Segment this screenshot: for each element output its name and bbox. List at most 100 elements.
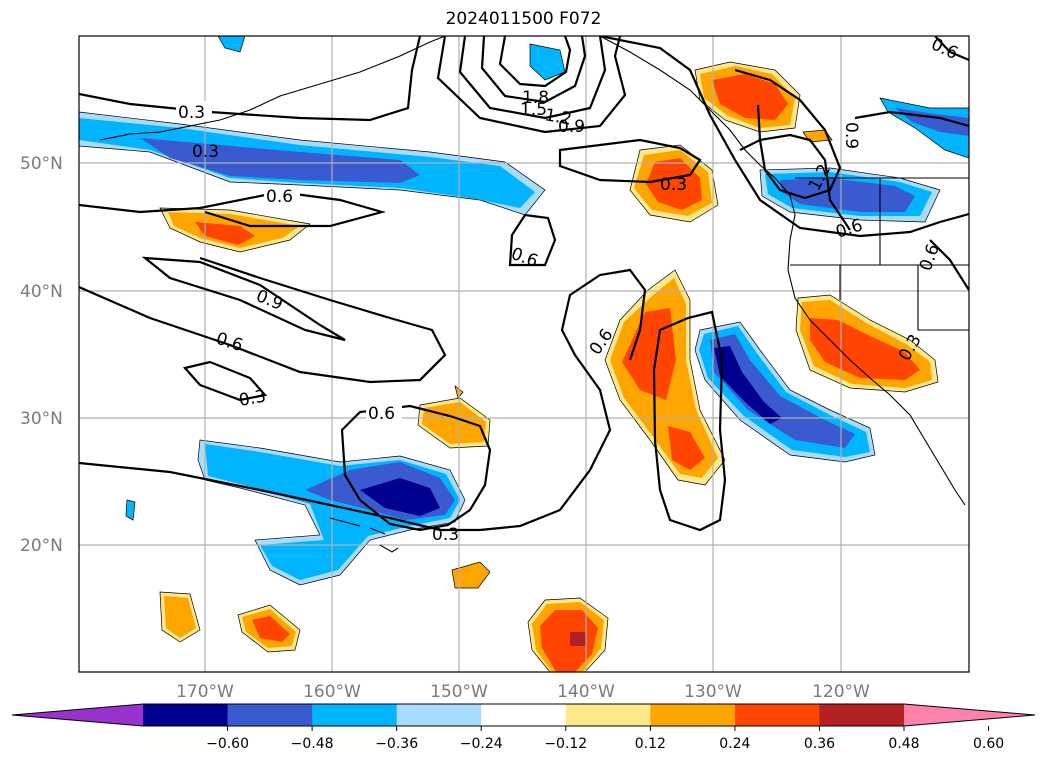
colorbar-tick-label: −0.36 [375, 736, 418, 752]
contour-1.5 [480, 36, 587, 104]
orange-bottom-center-small [451, 561, 491, 589]
colorbar-tick-label: −0.12 [544, 736, 587, 752]
colorbar-tick-label: 0.60 [973, 736, 1004, 752]
blue-near-alaska [529, 43, 566, 81]
contour-0.3-west-small [182, 360, 268, 402]
contour-0.3-subtropics [508, 213, 557, 267]
colorbar-tick-label: −0.60 [206, 736, 249, 752]
colorbar-segment [481, 704, 567, 726]
contour-label: 0.6 [928, 34, 961, 64]
contour-label: 0.9 [253, 286, 286, 315]
red-bottom-center-core [540, 610, 598, 672]
lon-label-130w: 130°W [684, 682, 742, 702]
red-mid-top-core [646, 158, 702, 210]
hawaii-islands [329, 517, 399, 553]
contour-0.9-east [739, 133, 851, 231]
colorbar-extend-high [904, 704, 1035, 726]
contour-label: 0.6 [266, 187, 293, 207]
colorbar-tick-label: −0.24 [460, 736, 503, 752]
contour-label: 0.3 [237, 387, 267, 411]
red-bottom-small-core [252, 616, 290, 642]
colorbar-segment [227, 704, 313, 726]
contour-label: 0.6 [368, 404, 395, 424]
contour-label: 0.6 [213, 329, 245, 356]
blue-subtropical-core [360, 478, 440, 516]
red-central-band-south [668, 426, 705, 470]
contours [79, 36, 969, 532]
contour-0.6-west [79, 256, 447, 384]
blue-diagonal-band-core [714, 346, 782, 424]
contour-0.6-vertical [652, 310, 727, 532]
contour-label: 0.3 [660, 175, 687, 195]
contour-0.6-ne [934, 36, 969, 62]
colorbar-tick-label: 0.36 [804, 736, 835, 752]
lat-label-50n: 50°N [20, 154, 63, 174]
contour-1.8 [498, 36, 572, 88]
colorbar-tick-label: 0.24 [719, 736, 750, 752]
contour-label: 0.3 [432, 525, 459, 545]
lat-label-40n: 40°N [20, 282, 63, 302]
red-gulf-alaska-core [712, 74, 788, 120]
lon-label-170w: 170°W [176, 682, 234, 702]
contour-0.3-mid [79, 190, 387, 228]
lon-label-120w: 120°W [812, 682, 870, 702]
colorbar-extend-low [12, 704, 143, 726]
colorbar-outline [11, 703, 1036, 727]
blue-diagonal-band-mid [710, 334, 855, 448]
shading [79, 36, 969, 672]
lat-label-20n: 20°N [20, 536, 63, 556]
red-central-band-core [622, 308, 676, 400]
contour-label: 0.3 [192, 142, 219, 162]
blue-band-core [140, 138, 420, 183]
colorbar-segment [565, 704, 651, 726]
lon-label-160w: 160°W [303, 682, 361, 702]
contour-label: 0.6 [508, 244, 540, 272]
contour-label: 1.2 [543, 105, 573, 129]
red-left-center [195, 222, 255, 245]
contour-0.3-nw-coast [599, 36, 969, 238]
contour-1.2-nw [734, 68, 842, 200]
us-state-borders [790, 178, 969, 331]
colorbar-segment [819, 704, 905, 726]
map-frame [78, 35, 970, 673]
colorbar-segment [312, 704, 398, 726]
contour-0.9-west [141, 256, 346, 342]
contour-label: 1.5 [520, 100, 547, 120]
lon-label-140w: 140°W [557, 682, 615, 702]
lon-label-150w: 150°W [430, 682, 488, 702]
colorbar-tick-label: −0.48 [291, 736, 334, 752]
darkred-bottom-center [570, 632, 586, 646]
contour-0.6-east [854, 110, 969, 128]
blue-top-small [217, 36, 246, 53]
map-title: 2024011500 F072 [445, 9, 602, 29]
colorbar-segment [396, 704, 482, 726]
contour-0.3-southwest [79, 268, 647, 532]
red-california-core [810, 318, 920, 380]
contour-0.6-east-coast [929, 239, 969, 291]
colorbar-tick-label: 0.48 [888, 736, 919, 752]
contour-label: 0.3 [178, 103, 205, 123]
contour-label: 0.9 [841, 122, 861, 149]
colorbar-segment [734, 704, 820, 726]
bc-coast [774, 177, 966, 506]
map-area: 0.3 0.3 0.6 0.9 0.6 0.3 0.6 0.6 1.8 1.5 … [79, 34, 969, 672]
orange-near-150w-inner [422, 402, 486, 444]
coastlines [99, 36, 969, 553]
blue-hawaii-spot [125, 499, 136, 521]
graticule [79, 36, 969, 672]
contour-0.3-north [79, 36, 422, 122]
colorbar-segment [143, 704, 229, 726]
contour-label: 0.6 [916, 241, 944, 273]
orange-bottom-left-inner [164, 596, 196, 638]
colorbar-segment [650, 704, 736, 726]
contour-label: 1.8 [522, 88, 549, 108]
contour-0.9-north [436, 36, 627, 134]
colorbar: −0.60 −0.48 −0.36 −0.24 −0.12 0.12 0.24 0.36 0.4… [11, 703, 1036, 752]
colorbar-tick-label: 0.12 [635, 736, 666, 752]
contour-1.2 [458, 36, 607, 120]
contour-label: 0.9 [558, 117, 585, 137]
lat-label-30n: 30°N [20, 409, 63, 429]
alaska-coast [599, 36, 776, 179]
contour-0.6-north [558, 138, 702, 184]
